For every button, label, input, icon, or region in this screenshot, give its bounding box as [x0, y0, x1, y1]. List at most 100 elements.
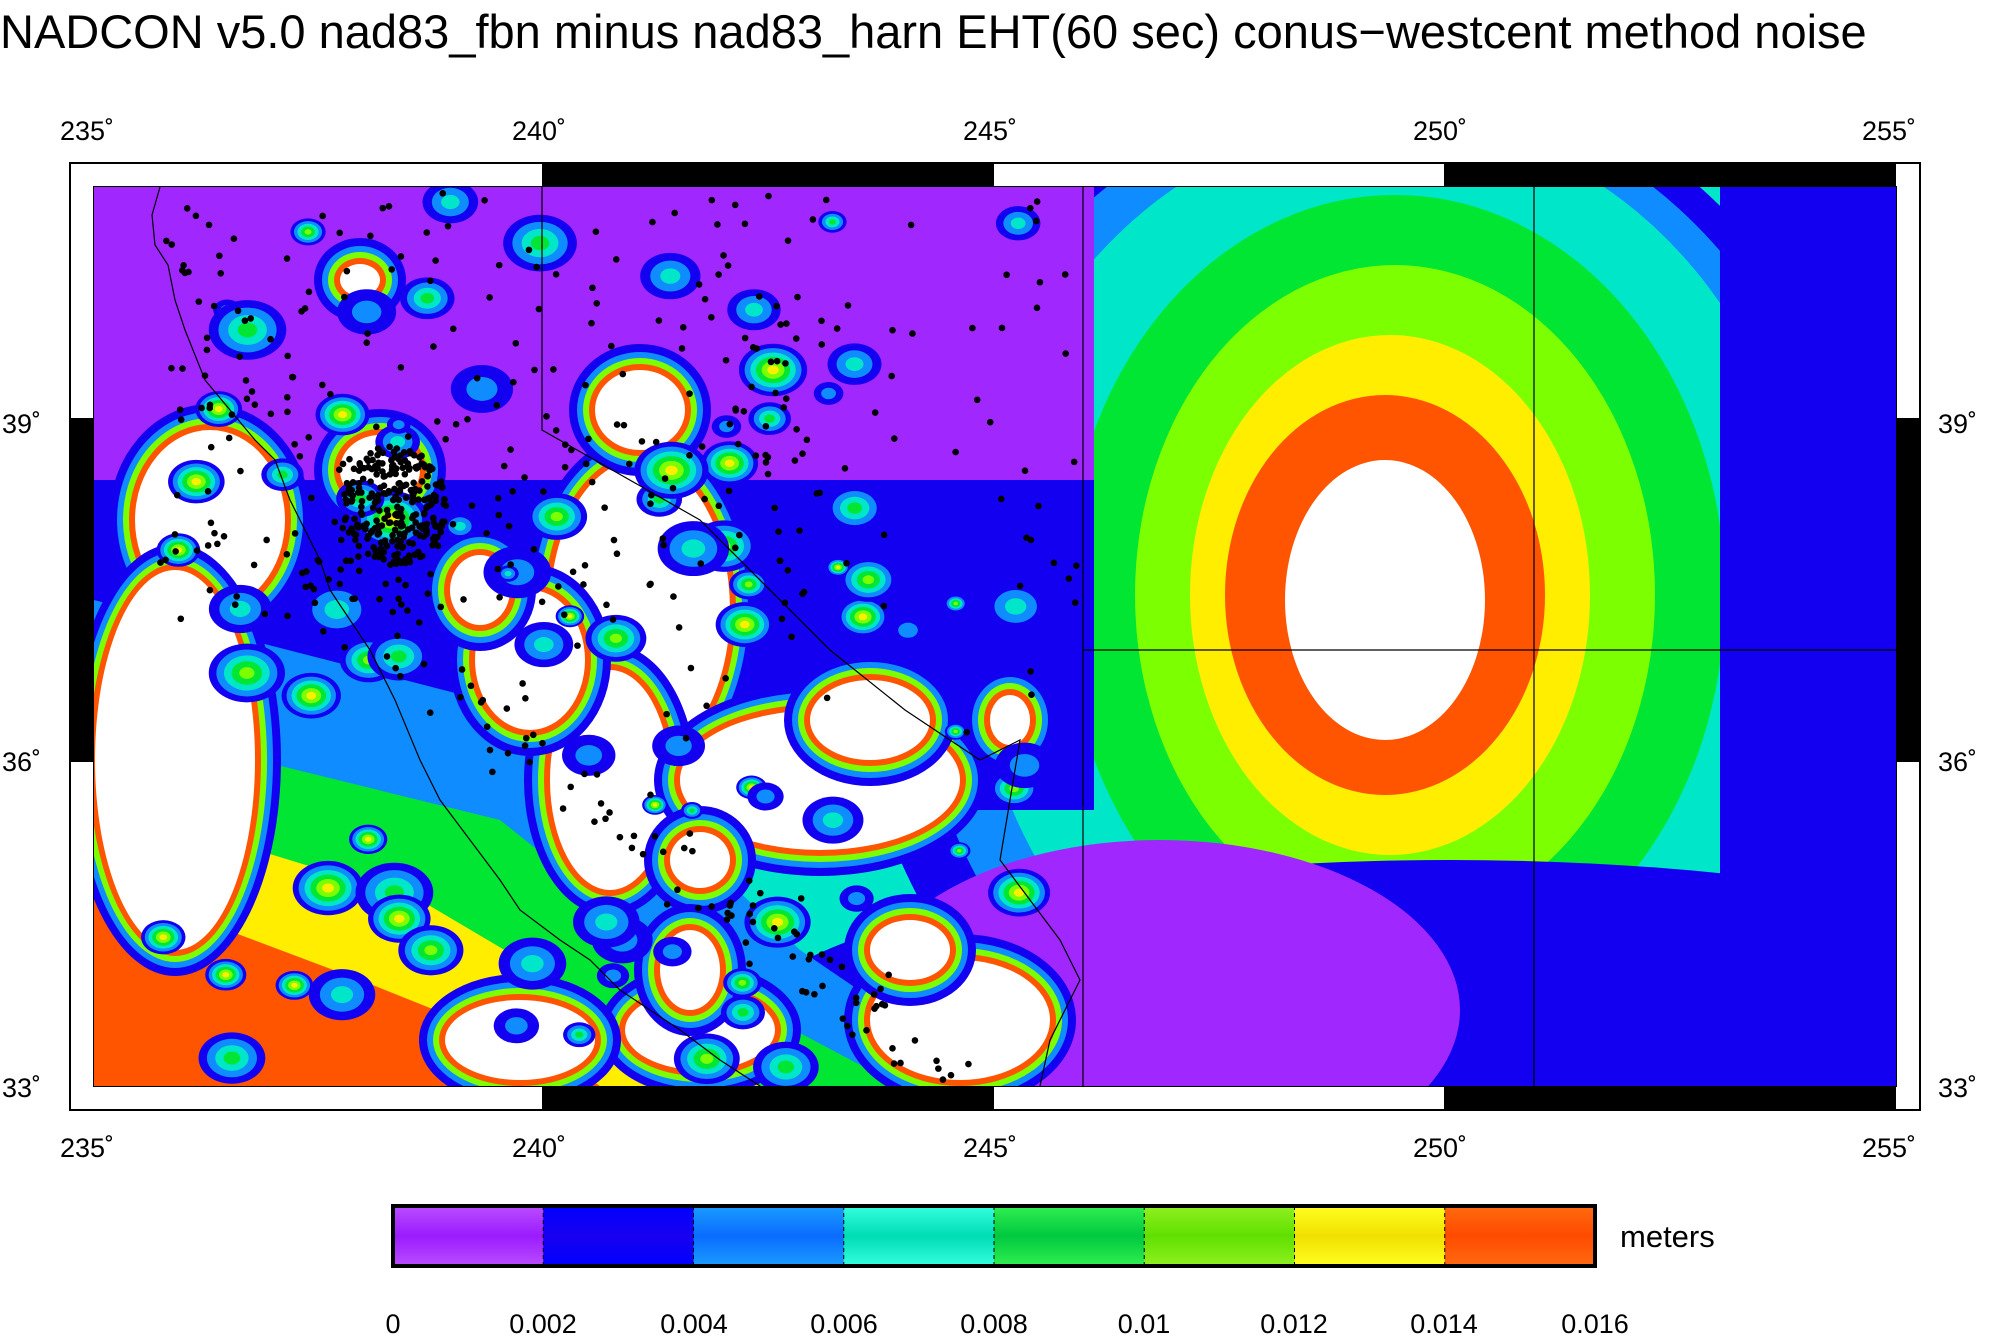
hole-core: [670, 832, 730, 888]
station-dot: [746, 910, 753, 918]
station-dot: [749, 343, 757, 351]
station-dot: [335, 466, 343, 473]
station-dot: [284, 612, 291, 620]
blob-band: [745, 302, 763, 317]
station-dot: [726, 420, 734, 428]
station-dot: [305, 434, 313, 441]
station-dot: [204, 488, 212, 495]
station-dot: [311, 599, 319, 607]
station-dot: [180, 262, 187, 269]
station-dot: [358, 503, 365, 511]
blob-band: [700, 1053, 714, 1064]
station-dot: [890, 1060, 898, 1067]
station-dot: [663, 710, 670, 718]
station-dot: [746, 960, 753, 968]
station-dot: [486, 294, 493, 301]
station-dot: [371, 553, 379, 560]
station-dot: [652, 438, 660, 446]
station-dot: [773, 357, 781, 365]
station-dot: [436, 525, 444, 533]
station-dot: [381, 537, 389, 544]
station-dot: [198, 404, 205, 412]
station-dot: [678, 345, 686, 352]
noise-blob: [729, 569, 769, 600]
station-dot: [241, 317, 249, 324]
noise-blob: [995, 206, 1041, 241]
blob-band: [304, 229, 312, 235]
station-dot: [870, 991, 878, 998]
station-dot: [427, 570, 434, 578]
station-dot: [203, 346, 211, 354]
station-dot: [394, 503, 401, 511]
blob-band: [957, 849, 962, 853]
station-dot: [986, 418, 994, 426]
blob-band: [665, 465, 678, 476]
station-dot: [168, 364, 175, 372]
station-dot: [620, 421, 628, 429]
station-dot: [822, 196, 830, 204]
station-dot: [383, 506, 391, 514]
grid-lines: [1082, 187, 1896, 1086]
noise-blob: [398, 925, 464, 976]
station-dot: [380, 473, 388, 480]
station-dot: [767, 358, 775, 366]
noise-blob: [573, 896, 640, 948]
blob-band: [322, 883, 334, 893]
station-dot: [911, 1037, 919, 1044]
station-dot: [591, 818, 598, 826]
station-dot: [997, 495, 1005, 503]
blob-band: [530, 236, 550, 251]
noise-blob: [640, 252, 701, 300]
station-dot: [728, 912, 735, 919]
station-dot: [415, 619, 423, 626]
noise-blob: [837, 597, 889, 637]
station-dot: [1062, 350, 1069, 357]
noise-blob: [825, 485, 885, 531]
station-dot: [442, 435, 450, 443]
station-dot: [731, 201, 739, 209]
station-dot: [192, 212, 200, 220]
noise-blob: [983, 581, 1048, 632]
station-dot: [291, 440, 298, 448]
blob-band: [390, 436, 406, 448]
lat-labels-right: 39˚ 36˚ 33˚: [1938, 409, 1977, 1103]
colorbar-tick-4: 0.008: [960, 1309, 1028, 1338]
station-dot: [756, 293, 763, 300]
station-dot: [374, 464, 381, 471]
station-dot: [364, 550, 372, 558]
station-dot: [363, 339, 371, 347]
station-dot: [649, 218, 656, 226]
station-dot: [648, 491, 655, 499]
station-dot: [675, 624, 683, 631]
noise-blob: [944, 723, 967, 740]
station-dot: [389, 608, 397, 616]
station-dot: [314, 556, 322, 564]
station-dot: [773, 302, 780, 310]
noise-blob: [208, 584, 272, 634]
station-dot: [393, 510, 401, 517]
blob-band: [521, 954, 544, 973]
station-dot: [367, 232, 374, 240]
noise-blob: [198, 1032, 266, 1084]
colorbar-segment: [543, 1206, 694, 1266]
noise-blob: [753, 1041, 819, 1086]
station-dot: [310, 585, 318, 593]
noise-field: [94, 187, 1896, 1086]
station-dot: [400, 482, 408, 490]
station-dot: [427, 277, 434, 285]
station-dot: [639, 850, 647, 858]
station-dot: [204, 542, 212, 549]
colorbar-unit-label: meters: [1620, 1219, 1715, 1254]
station-dot: [647, 500, 654, 507]
station-dot: [394, 455, 402, 463]
noise-blob: [827, 343, 882, 385]
station-dot: [319, 627, 327, 635]
station-dot: [722, 356, 730, 364]
station-dot: [457, 693, 464, 701]
station-dot: [407, 449, 414, 457]
blob-band: [737, 1008, 749, 1017]
band-northeast-blue: [1720, 187, 1896, 1086]
station-dot: [402, 494, 410, 502]
blob-band: [772, 917, 784, 927]
noise-blob: [208, 643, 285, 703]
